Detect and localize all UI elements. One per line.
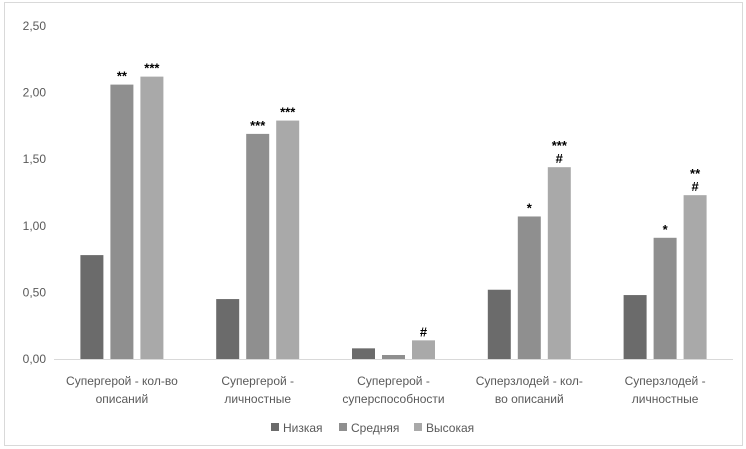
bar xyxy=(653,237,677,359)
significance-label: * xyxy=(663,222,669,237)
x-tick-label: во описаний xyxy=(495,392,564,406)
bar xyxy=(547,167,571,359)
significance-label: *** xyxy=(144,61,160,76)
legend-label: Средняя xyxy=(351,421,399,435)
x-tick-label: суперспособности xyxy=(342,392,444,406)
bar xyxy=(276,120,300,360)
bar xyxy=(412,340,435,359)
y-tick-label: 1,50 xyxy=(23,152,47,166)
bar xyxy=(352,348,375,359)
x-tick-label: Суперзлодей - кол- xyxy=(476,374,583,388)
bar xyxy=(623,295,647,359)
bar xyxy=(110,84,134,359)
significance-label: *** xyxy=(552,138,568,153)
bar xyxy=(487,289,511,359)
bar xyxy=(216,299,240,359)
significance-label: # xyxy=(420,324,428,339)
x-tick-label: Супергерой - xyxy=(357,374,430,388)
legend-label: Высокая xyxy=(426,421,474,435)
y-tick-label: 0,50 xyxy=(23,285,47,299)
chart-frame xyxy=(4,2,743,446)
legend-label: Низкая xyxy=(283,421,323,435)
bar xyxy=(140,76,164,359)
significance-label: # xyxy=(556,151,564,166)
x-tick-label: личностные xyxy=(224,392,291,406)
y-tick-label: 1,00 xyxy=(23,219,47,233)
bar xyxy=(683,195,707,359)
bar xyxy=(517,216,541,359)
bar xyxy=(382,355,405,359)
legend-swatch xyxy=(271,423,279,431)
significance-label: *** xyxy=(250,118,266,133)
significance-label: ** xyxy=(117,69,128,84)
bar xyxy=(246,133,270,359)
legend-swatch xyxy=(414,423,422,431)
significance-label: *** xyxy=(280,105,296,120)
x-tick-label: описаний xyxy=(96,392,149,406)
x-tick-label: личностные xyxy=(632,392,699,406)
x-tick-label: Супергерой - xyxy=(221,374,294,388)
significance-label: ** xyxy=(690,166,701,181)
significance-label: # xyxy=(691,179,699,194)
significance-label: * xyxy=(527,200,533,215)
y-tick-label: 0,00 xyxy=(23,352,47,366)
x-tick-label: Суперзлодей - xyxy=(625,374,706,388)
y-tick-label: 2,50 xyxy=(23,19,47,33)
x-tick-label: Супергерой - кол-во xyxy=(66,374,178,388)
legend-swatch xyxy=(339,423,347,431)
bar xyxy=(80,255,104,359)
y-tick-label: 2,00 xyxy=(23,86,47,100)
